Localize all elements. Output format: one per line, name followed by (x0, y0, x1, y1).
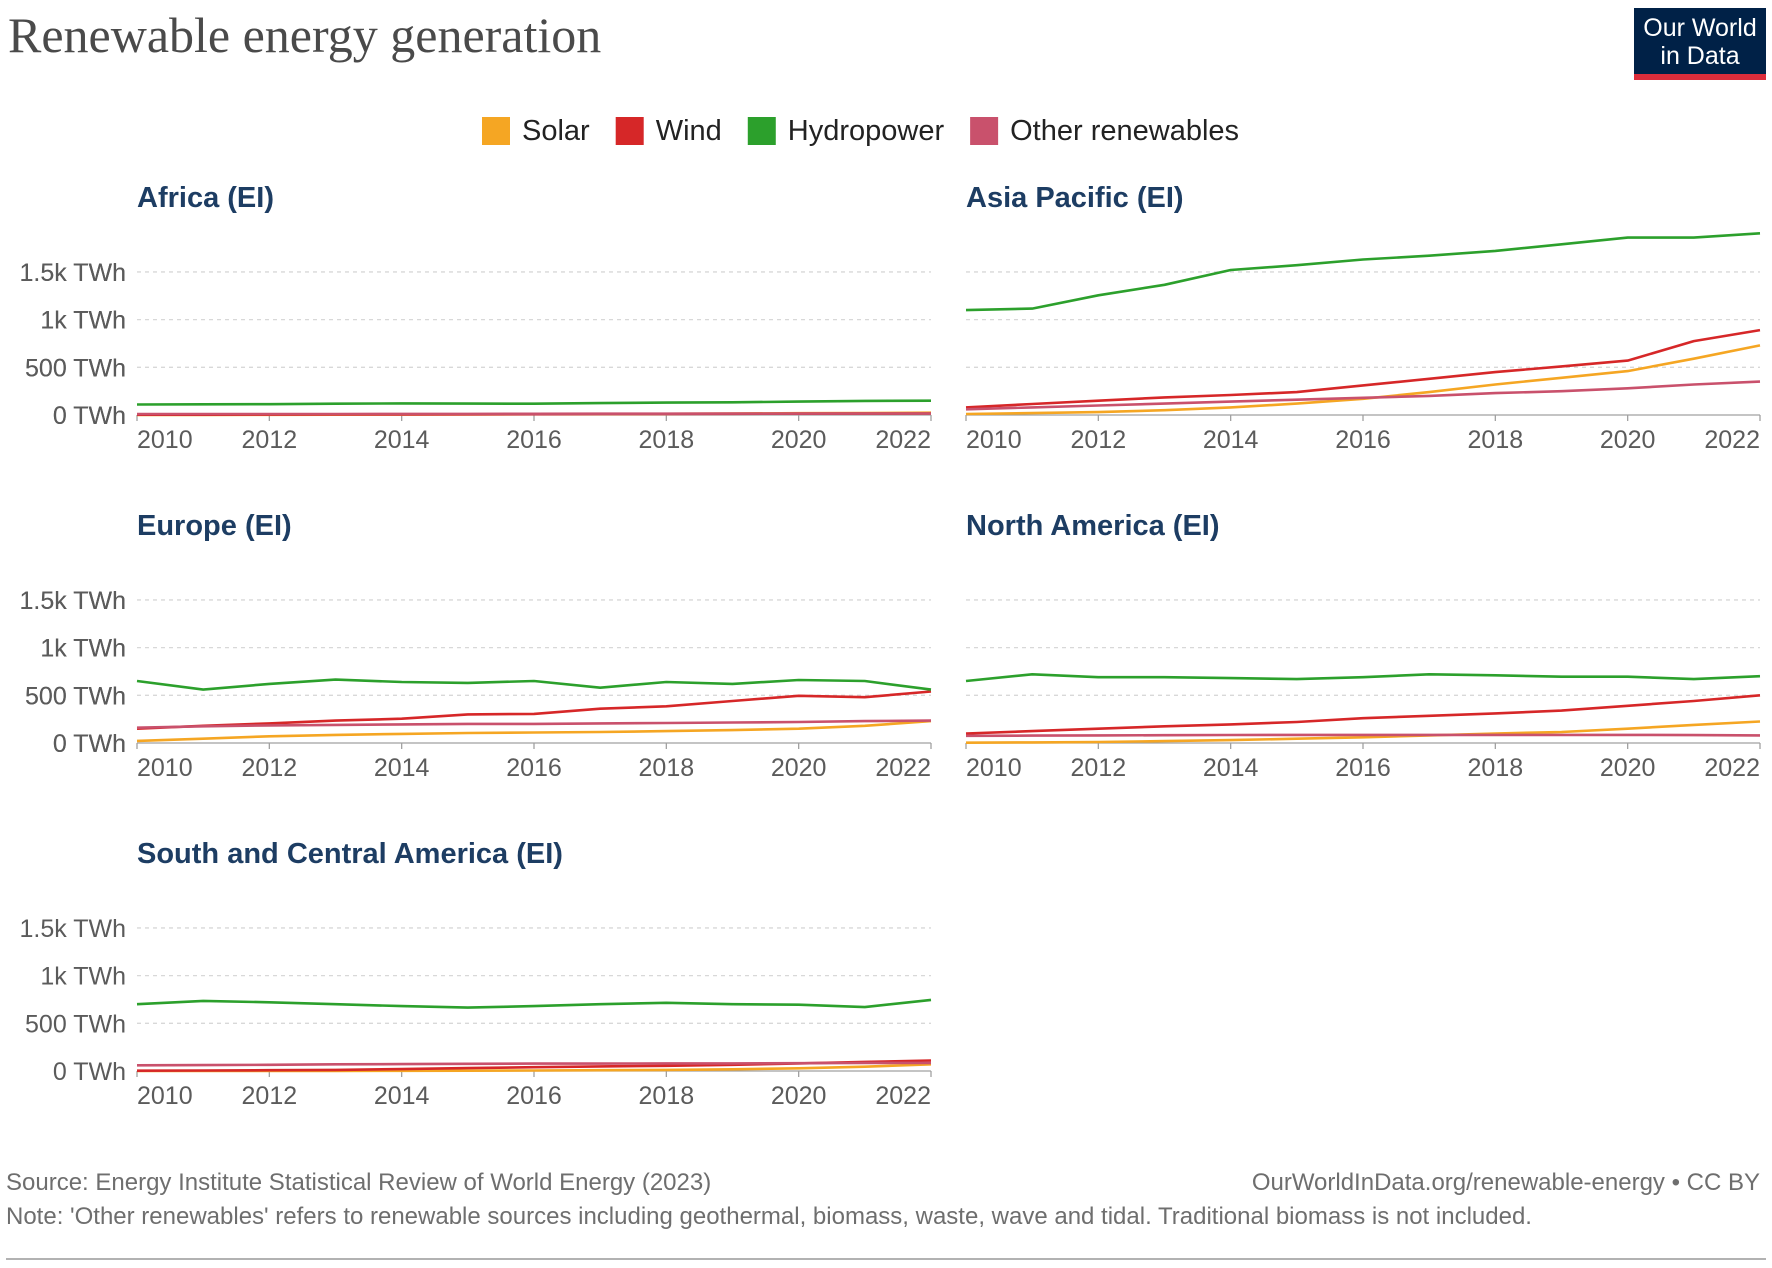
series-line: Other renewables (965, 733, 1761, 738)
series-line: Other renewables (965, 380, 1761, 411)
x-tick-label: 2016 (1335, 426, 1391, 454)
y-tick-label: 0 TWh (53, 1058, 126, 1086)
y-tick-label: 1.5k TWh (19, 915, 126, 943)
x-tick-label: 2018 (639, 1082, 695, 1110)
y-tick-label: 0 TWh (53, 730, 126, 758)
y-tick-label: 500 TWh (25, 354, 126, 382)
series-line: Hydropower (136, 678, 932, 691)
x-tick-label: 2010 (137, 1082, 193, 1110)
y-tick-label: 1k TWh (40, 635, 126, 663)
panel-title: Asia Pacific (EI) (966, 182, 1184, 214)
y-tick-label: 1.5k TWh (19, 587, 126, 615)
x-tick-label: 2010 (137, 426, 193, 454)
series-line: Wind (136, 690, 932, 730)
note: Note: 'Other renewables' refers to renew… (6, 1203, 1532, 1230)
y-tick-label: 0 TWh (53, 730, 126, 758)
legend-label: Hydropower (788, 115, 945, 147)
y-tick-label: 1.5k TWh (19, 259, 126, 287)
series-line: Solar (136, 719, 932, 743)
logo-box (1634, 8, 1766, 80)
logo-text: Our World (1643, 14, 1756, 42)
y-tick-label: 500 TWh (25, 682, 126, 710)
series-line: Hydropower (965, 673, 1761, 683)
y-tick-label: 500 TWh (25, 354, 126, 382)
x-tick-label: 2022 (1704, 426, 1760, 454)
x-tick-label: 2020 (771, 754, 827, 782)
series-line: Wind (965, 328, 1761, 409)
x-tick-label: 2016 (1335, 754, 1391, 782)
x-tick-label: 2020 (1600, 426, 1656, 454)
series-line: Solar (965, 720, 1761, 744)
x-tick-label: 2010 (966, 754, 1022, 782)
url: OurWorldInData.org/renewable-energy • CC… (1252, 1169, 1760, 1196)
series-line: Other renewables (136, 719, 932, 729)
x-tick-label: 2018 (639, 426, 695, 454)
x-tick-label: 2022 (875, 754, 931, 782)
x-tick-label: 2018 (639, 754, 695, 782)
legend-swatch (482, 117, 510, 145)
x-tick-label: 2020 (771, 426, 827, 454)
x-tick-label: 2014 (374, 426, 430, 454)
x-tick-label: 2012 (242, 1082, 298, 1110)
x-tick-label: 2020 (771, 1082, 827, 1110)
x-tick-label: 2018 (1468, 754, 1524, 782)
x-tick-label: 2014 (1203, 754, 1259, 782)
legend-label: Solar (522, 115, 590, 147)
x-tick-label: 2020 (1600, 754, 1656, 782)
y-tick-label: 500 TWh (25, 682, 126, 710)
x-tick-label: 2018 (1468, 426, 1524, 454)
x-tick-label: 2012 (1071, 754, 1127, 782)
x-tick-label: 2014 (1203, 426, 1259, 454)
series-line: Wind (965, 694, 1761, 735)
legend-label: Wind (656, 115, 722, 147)
x-tick-label: 2010 (137, 754, 193, 782)
y-tick-label: 1.5k TWh (19, 587, 126, 615)
legend-swatch (747, 117, 776, 145)
y-tick-label: 1.5k TWh (19, 259, 126, 287)
x-tick-label: 2022 (1704, 754, 1760, 782)
panel-title: South and Central America (EI) (137, 838, 563, 870)
x-tick-label: 2016 (506, 1082, 562, 1110)
y-tick-label: 1k TWh (40, 307, 126, 335)
series-line: Hydropower (965, 232, 1761, 312)
legend-label: Other renewables (1010, 115, 1239, 147)
x-tick-label: 2014 (374, 754, 430, 782)
panel-title: North America (EI) (966, 510, 1220, 542)
x-tick-label: 2016 (506, 426, 562, 454)
x-tick-label: 2016 (506, 754, 562, 782)
x-tick-label: 2012 (242, 754, 298, 782)
logo-bar (1634, 74, 1766, 80)
x-tick-label: 2014 (374, 1082, 430, 1110)
chart-title: Renewable energy generation (8, 7, 601, 63)
source: Source: Energy Institute Statistical Rev… (6, 1169, 711, 1196)
series-line: Hydropower (136, 399, 932, 406)
logo-text: in Data (1660, 42, 1739, 70)
x-tick-label: 2012 (242, 426, 298, 454)
x-tick-label: 2010 (966, 426, 1022, 454)
panel-title: Europe (EI) (137, 510, 292, 542)
y-tick-label: 0 TWh (53, 402, 126, 430)
y-tick-label: 0 TWh (53, 402, 126, 430)
panel-title: Africa (EI) (137, 182, 274, 214)
x-tick-label: 2022 (875, 1082, 931, 1110)
series-line: Other renewables (137, 412, 931, 416)
legend-swatch (970, 117, 999, 145)
y-tick-label: 1k TWh (40, 963, 126, 991)
legend-swatch (615, 117, 644, 145)
series-line: Hydropower (136, 998, 932, 1009)
y-tick-label: 1k TWh (40, 307, 126, 335)
y-tick-label: 500 TWh (25, 1010, 126, 1038)
y-tick-label: 1k TWh (40, 635, 126, 663)
x-tick-label: 2012 (1071, 426, 1127, 454)
series-line: Other renewables (136, 1061, 931, 1067)
x-tick-label: 2022 (875, 426, 931, 454)
